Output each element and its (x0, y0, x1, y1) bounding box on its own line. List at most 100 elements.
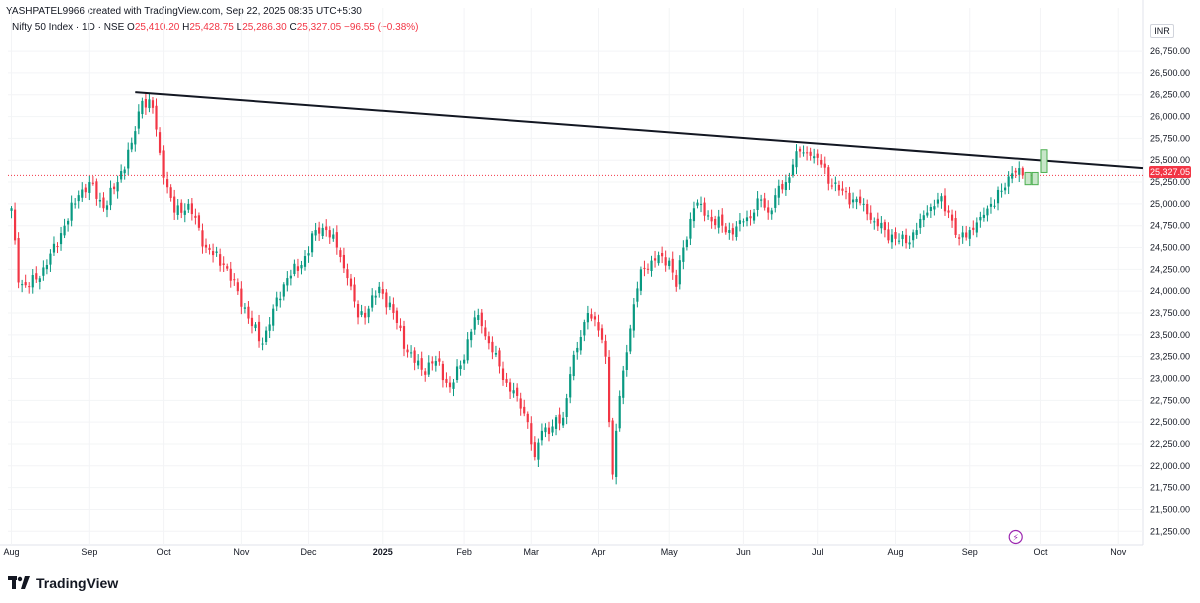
candle-body (950, 214, 954, 221)
grid (0, 0, 1144, 546)
candle-body (696, 202, 699, 206)
candle-body (31, 275, 34, 288)
price-tick-label: 23,000.00 (1150, 373, 1190, 383)
price-tick-label: 22,750.00 (1150, 395, 1190, 405)
candle-body (303, 256, 307, 267)
candle-body (632, 304, 635, 331)
candle-body (17, 238, 20, 283)
candle-body (459, 365, 462, 370)
candle-body (816, 153, 819, 158)
candle-body (505, 379, 508, 383)
time-tick-label: Aug (887, 547, 903, 557)
candle-body (908, 242, 911, 245)
candle-body (201, 230, 204, 247)
candle-body (236, 282, 239, 292)
candle-body (929, 207, 932, 211)
candle-body (233, 279, 236, 281)
candle-body (434, 361, 437, 366)
candle-body (791, 164, 795, 176)
candle-body (611, 420, 614, 475)
candle-body (321, 227, 324, 237)
candle-body (699, 203, 703, 205)
candle-body (293, 263, 296, 275)
candle-body (516, 387, 519, 396)
candle-body (1021, 168, 1024, 176)
price-axis[interactable]: 21,250.00 21,500.00 21,750.00 22,000.00 22,2… (1150, 46, 1190, 536)
last-price-tag: 25,327.05 (1149, 166, 1191, 178)
candle-body (597, 322, 600, 331)
candle-body (438, 358, 441, 362)
candle-body (229, 268, 232, 281)
time-tick-label: Jul (812, 547, 824, 557)
candle-body (788, 177, 791, 183)
candle-body (664, 257, 667, 266)
candle-body (296, 266, 300, 271)
candle-body (968, 230, 971, 239)
candle-body (958, 237, 961, 239)
candle-body (820, 159, 823, 165)
ohlc-legend[interactable]: Nifty 50 Index · 1D · NSE O25,410.20 H25… (12, 22, 418, 33)
candle-body (675, 275, 678, 287)
candle-body (540, 430, 544, 441)
low-label: L (236, 22, 243, 33)
candle-body (91, 182, 94, 184)
candle-body (388, 302, 391, 308)
candle-body (59, 233, 63, 245)
candle-body (211, 251, 215, 256)
candle-body (763, 198, 766, 208)
candle-body (360, 311, 363, 315)
candle-body (275, 297, 278, 307)
candle-body (650, 260, 653, 271)
time-tick-label: Aug (4, 547, 20, 557)
candle-body (760, 199, 763, 201)
time-tick-label: Sep (962, 547, 978, 557)
candle-body (653, 258, 657, 261)
currency-badge[interactable]: INR (1150, 24, 1174, 38)
candle-body (1014, 170, 1017, 173)
candle-body (565, 398, 568, 418)
candle-body (339, 250, 342, 258)
overlays: ⚡ (8, 91, 1144, 545)
candle-body (798, 148, 802, 152)
time-tick-label: 2025 (373, 547, 393, 557)
candle-body (703, 202, 706, 216)
candle-body (187, 203, 190, 210)
candle-body (993, 205, 996, 207)
candle-body (349, 278, 353, 287)
price-tick-label: 24,250.00 (1150, 264, 1190, 274)
price-tick-label: 21,250.00 (1150, 526, 1190, 536)
candle-body (954, 218, 957, 235)
price-tick-label: 26,750.00 (1150, 46, 1190, 56)
price-tick-label: 23,500.00 (1150, 330, 1190, 340)
candle-body (35, 273, 38, 280)
candle-body (116, 182, 119, 192)
candle-body (441, 363, 445, 381)
candle-body (569, 374, 572, 398)
candle-body (95, 181, 98, 199)
candle-body (194, 215, 197, 218)
tradingview-logo-icon (8, 576, 30, 589)
symbol-title[interactable]: Nifty 50 Index · 1D · NSE (12, 22, 125, 33)
time-tick-label: Oct (157, 547, 172, 557)
time-axis[interactable]: Aug Sep Oct Nov Dec 2025 Feb Mar Apr May Jun Jul Aug… (4, 547, 1127, 557)
tradingview-branding[interactable]: TradingView (8, 575, 118, 591)
price-chart[interactable]: ⚡ 21,250.00 21,500.00 21,750.00 22,000.00 22… (0, 0, 1200, 570)
candle-body (24, 282, 27, 286)
candle-body (250, 317, 254, 327)
candle-body (272, 308, 275, 326)
candle-body (367, 308, 370, 318)
candle-body (67, 220, 70, 225)
candle-body (413, 350, 416, 363)
candle-body (286, 278, 289, 286)
candle-body (721, 214, 724, 226)
candle-body (328, 230, 331, 238)
candle-body (544, 427, 547, 433)
candle-body (940, 196, 943, 202)
candle-body (130, 142, 133, 150)
candle-body (646, 268, 650, 270)
candle-body (961, 232, 964, 238)
price-tick-label: 25,750.00 (1150, 133, 1190, 143)
candle-body (13, 209, 17, 241)
candle-body (905, 234, 908, 244)
candle-body (10, 208, 13, 211)
